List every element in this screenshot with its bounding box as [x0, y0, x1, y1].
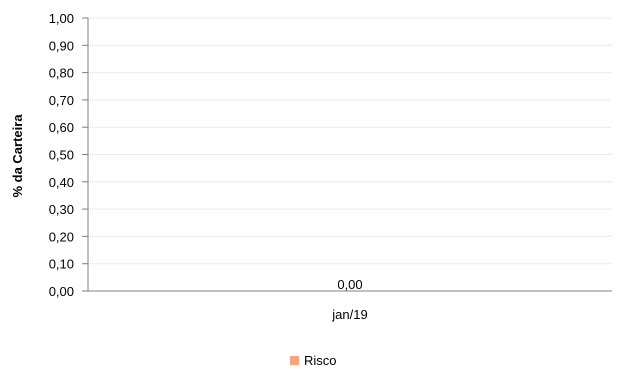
y-tick-label: 0,10	[49, 257, 74, 272]
y-tick-label: 0,80	[49, 66, 74, 81]
y-tick-label: 0,90	[49, 38, 74, 53]
y-axis-label: % da Carteira	[10, 114, 25, 198]
data-labels: 0,00	[337, 277, 362, 292]
y-tick-label: 0,30	[49, 202, 74, 217]
legend-label-risco: Risco	[304, 353, 337, 368]
y-tick-label: 0,70	[49, 93, 74, 108]
x-tick-label: jan/19	[331, 307, 367, 322]
y-tick-label: 0,20	[49, 229, 74, 244]
x-tick-labels: jan/19	[331, 307, 367, 322]
data-label: 0,00	[337, 277, 362, 292]
y-tick-label: 0,50	[49, 148, 74, 163]
y-tick-label: 0,00	[49, 284, 74, 299]
y-tick-label: 1,00	[49, 11, 74, 26]
gridlines	[88, 17, 612, 265]
legend: Risco	[290, 353, 337, 368]
y-tick-labels: 0,00 0,10 0,20 0,30 0,40 0,50 0,60 0,70 0,80 0,90…	[49, 11, 74, 299]
legend-swatch-risco	[290, 356, 299, 365]
axes	[82, 17, 612, 292]
y-tick-label: 0,40	[49, 175, 74, 190]
y-tick-label: 0,60	[49, 120, 74, 135]
